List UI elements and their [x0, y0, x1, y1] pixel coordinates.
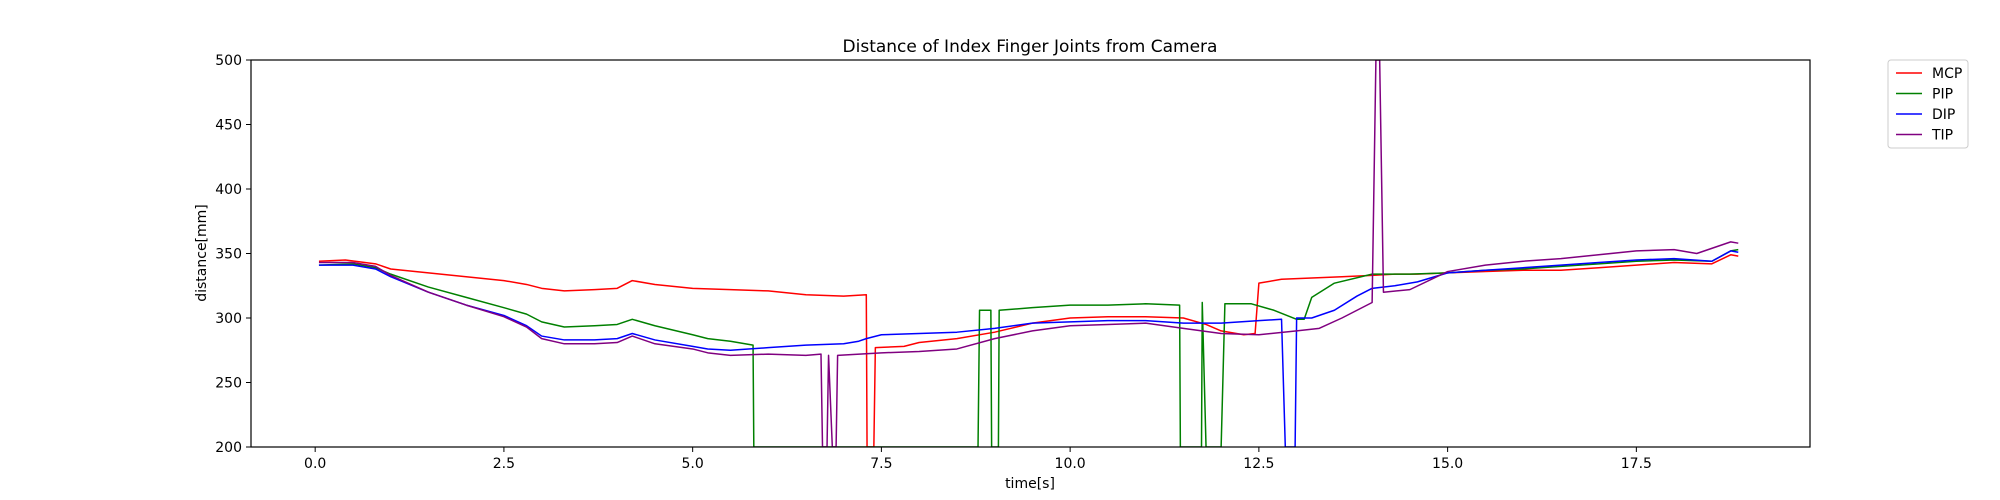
- x-axis-label: time[s]: [1005, 476, 1055, 492]
- y-axis-label: distance[mm]: [194, 204, 210, 302]
- x-tick-label: 5.0: [682, 456, 704, 472]
- legend-box: [1887, 59, 1969, 149]
- y-tick-label: 300: [215, 311, 242, 327]
- y-tick-label: 450: [215, 118, 242, 134]
- series-line-tip: [318, 60, 1739, 447]
- legend-label-tip: TIP: [1931, 128, 1953, 144]
- chart-title: Distance of Index Finger Joints from Cam…: [843, 37, 1218, 57]
- y-tick-label: 250: [215, 376, 242, 392]
- legend-label-pip: PIP: [1932, 87, 1953, 103]
- series-line-dip: [318, 250, 1739, 447]
- x-tick-label: 17.5: [1621, 456, 1652, 472]
- x-axis: 0.0 2.5 5.0 7.5 10.0 12.5 15.0 17.5: [304, 447, 1652, 472]
- y-axis: 200 250 300 350 400 450 500: [215, 53, 251, 456]
- x-tick-label: 2.5: [493, 456, 515, 472]
- y-tick-label: 350: [215, 247, 242, 263]
- x-tick-label: 15.0: [1432, 456, 1463, 472]
- x-tick-label: 0.0: [304, 456, 326, 472]
- legend: MCP PIP DIP TIP: [1887, 59, 1969, 149]
- x-tick-label: 12.5: [1243, 456, 1274, 472]
- x-tick-label: 10.0: [1055, 456, 1086, 472]
- x-tick-label: 7.5: [870, 456, 892, 472]
- y-tick-label: 500: [215, 53, 242, 69]
- series-layer: [318, 60, 1739, 447]
- legend-label-dip: DIP: [1932, 107, 1955, 123]
- y-tick-label: 400: [215, 182, 242, 198]
- y-tick-label: 200: [215, 440, 242, 456]
- legend-label-mcp: MCP: [1932, 66, 1962, 82]
